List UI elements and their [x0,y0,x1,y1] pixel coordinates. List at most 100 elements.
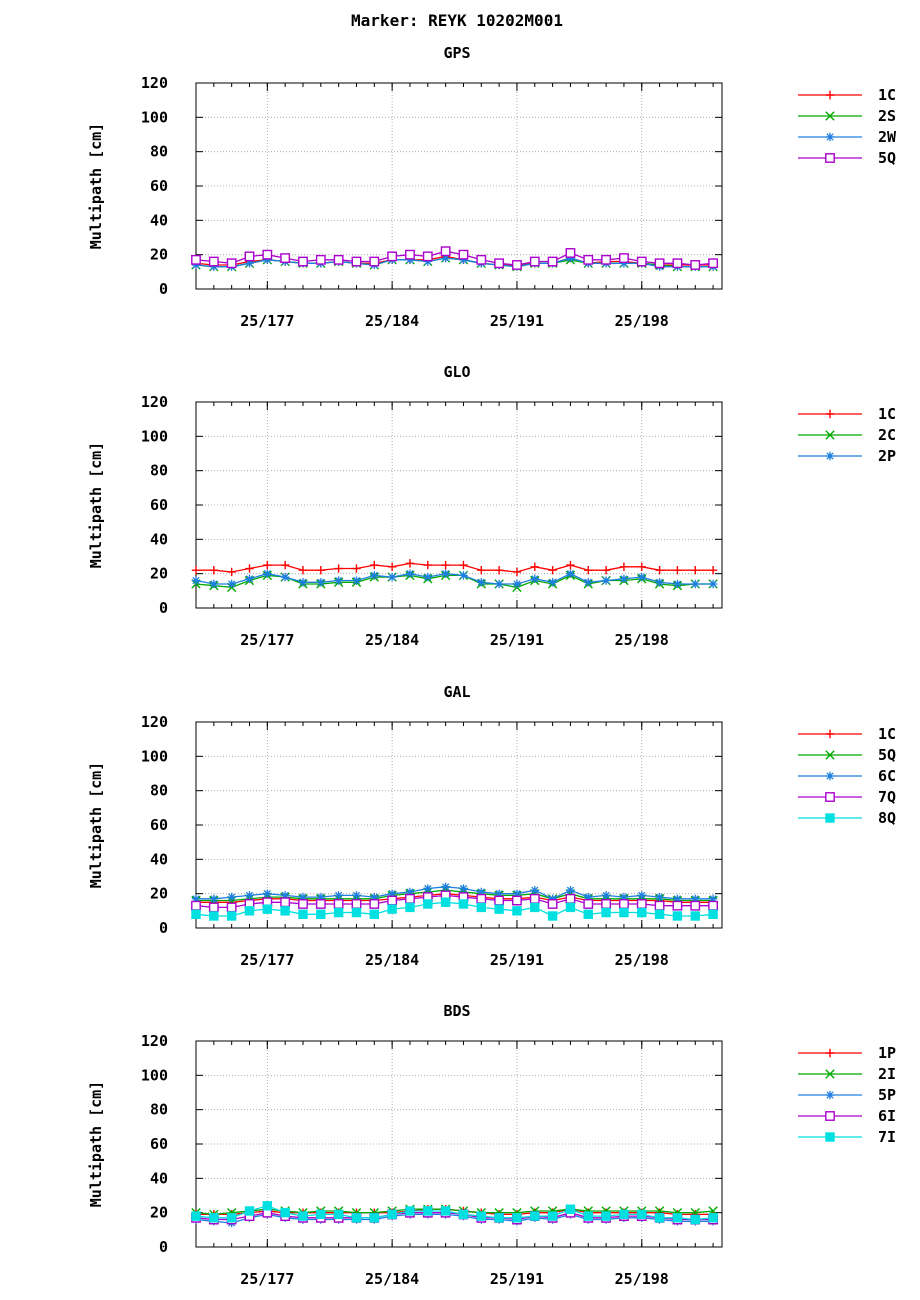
legend-marker [825,90,835,100]
y-tick-label: 0 [159,280,168,298]
data-point [298,892,308,902]
y-axis-label: Multipath [cm] [87,762,105,888]
panel-glo: GLO 0 20 40 60 80 100 120 25/177 25/184 25/191 25/1… [87,363,896,649]
legend-marker [825,409,835,419]
data-point [405,1206,415,1216]
data-point [619,892,629,902]
data-point [458,899,469,909]
legend-entry: 6I [798,1107,896,1125]
data-point [315,899,326,909]
data-point [387,251,398,262]
data-point [369,899,380,909]
data-point [476,902,486,913]
data-point [245,574,254,584]
data-point [566,253,575,263]
data-point [191,254,201,265]
data-point [708,566,718,575]
data-point [262,249,273,260]
data-point [423,572,432,582]
data-point [637,891,646,900]
data-point [244,906,255,916]
data-point [280,560,290,570]
data-point [263,569,272,578]
data-point [280,897,291,908]
legend-label: 2C [878,426,896,444]
legend-marker [825,430,835,440]
data-point [245,259,254,268]
legend-entry: 7I [798,1128,896,1146]
data-point [583,1211,593,1221]
data-point [672,911,683,921]
data-point [672,900,683,911]
data-point [619,907,629,918]
legend-entry: 5P [798,1086,896,1104]
data-point [512,260,522,270]
legend-marker [825,771,835,781]
data-point [459,571,468,580]
data-point [423,1206,433,1216]
data-point [209,911,219,921]
y-tick-label: 80 [150,462,168,480]
data-point [691,566,700,575]
data-point [315,254,326,265]
data-point [655,892,664,902]
data-point [547,256,558,267]
data-point [387,572,397,582]
data-point [369,909,380,919]
data-point [459,884,468,893]
data-point [654,258,665,269]
data-point [441,882,450,891]
data-point [352,576,361,585]
series-8Q [191,897,718,921]
legend-marker [825,132,835,142]
legend-label: 2P [878,447,896,465]
data-point [601,907,611,918]
data-point [584,566,593,575]
y-tick-label: 40 [150,211,168,229]
data-point [708,909,718,919]
data-point [494,1213,504,1223]
data-point [548,578,557,587]
series-6C [191,882,718,904]
data-point [191,260,201,270]
data-point [477,578,486,587]
chart-panels: GPS 0 20 40 60 80 100 120 25/177 25/184 25/191 25/1… [87,44,897,1288]
data-point [494,889,504,898]
data-point [619,253,629,263]
data-point [298,578,308,587]
data-point [636,899,647,909]
x-tick-label: 25/191 [490,951,544,969]
legend-label: 5Q [878,149,896,167]
data-point [654,909,665,919]
y-tick-label: 80 [150,1101,168,1119]
data-point [673,894,682,904]
data-point [601,254,612,265]
legend-label: 1P [878,1044,896,1062]
data-point [565,1204,576,1214]
data-point [227,892,236,902]
legend-label: 8Q [878,809,896,827]
panel-gal: GAL 0 20 40 60 80 100 120 25/177 25/184 25/191 25/1… [87,683,896,969]
data-point [494,579,504,589]
data-point [654,1213,665,1223]
data-point [583,254,594,265]
legend-marker [825,153,835,163]
panel-bds: BDS 0 20 40 60 80 100 120 25/177 25/184 25/191 25/1… [87,1002,896,1288]
data-point [351,907,362,918]
data-point [316,566,326,575]
data-point [673,579,682,589]
data-point [530,902,540,913]
data-point [529,256,540,267]
legend-label: 5P [878,1086,896,1104]
x-tick-label: 25/177 [240,631,294,649]
data-point [547,1211,558,1221]
data-point [584,892,593,902]
data-point [691,579,700,589]
data-point [423,560,432,570]
data-point [512,1213,522,1223]
data-point [440,1206,451,1216]
data-point [690,260,701,270]
data-point [316,909,326,919]
data-point [333,907,344,918]
data-point [584,578,593,587]
